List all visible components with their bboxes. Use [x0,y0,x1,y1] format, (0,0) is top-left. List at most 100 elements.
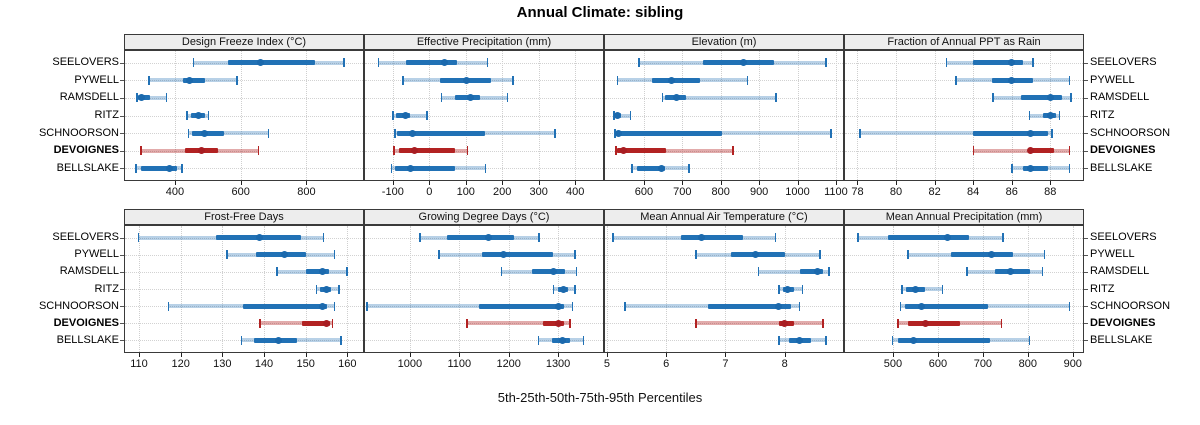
whisker-cap-5th [419,233,421,243]
row-tick [120,306,124,308]
median-dot [1027,147,1035,155]
site-label-left: BELLSLAKE [56,333,119,346]
whisker-cap-5th [276,267,278,277]
median-dot [401,112,409,119]
iqr-band-25-75 [243,303,328,309]
tick-label: 800 [1018,358,1037,370]
tick-label: 700 [673,186,692,198]
whisker-cap-95th [322,233,325,243]
whisker-cap-5th [1011,163,1013,173]
whisker-cap-95th [1058,111,1061,120]
iqr-band-25-75 [905,303,988,309]
median-dot [559,285,567,293]
whisker-cap-95th [574,250,576,260]
whisker-cap-5th [394,128,396,138]
whisker-cap-95th [732,146,734,156]
axis-tick [682,181,684,185]
median-dot [409,129,417,137]
whisker-cap-5th [891,335,894,345]
median-dot [462,76,470,84]
site-label-right: SCHNOORSON [1090,126,1171,139]
whisker-cap-95th [486,58,489,68]
site-label-right: PYWELL [1090,248,1135,261]
whisker-cap-95th [333,301,336,311]
median-dot [918,302,926,310]
median-dot [318,302,326,310]
whisker-cap-5th [137,233,140,243]
grid-row-line [125,133,363,135]
iqr-band-25-75 [898,337,991,343]
row-tick [1084,115,1088,117]
whisker-cap-95th [819,250,821,260]
iqr-band-25-75 [707,303,791,309]
grid-row-line [125,289,363,290]
median-dot [781,319,789,327]
chart-title: Annual Climate: sibling [516,4,684,21]
axis-tick [508,353,510,357]
axis-tick [973,181,975,185]
median-dot [1008,76,1016,84]
tick-label: 400 [165,186,185,198]
site-label-right: DEVOIGNES [1090,316,1156,329]
axis-tick [725,353,727,357]
axis-tick [784,353,786,357]
tick-label: 140 [254,358,274,370]
whisker-cap-5th [185,111,188,120]
tick-label: 1000 [785,186,810,198]
row-tick [1084,168,1088,170]
percentile-range-5-95 [366,304,573,309]
row-tick [1084,323,1088,325]
whisker-cap-95th [512,75,514,85]
panel-strip-label: Elevation (m) [691,36,757,48]
axis-caption: 5th-25th-50th-75th-95th Percentiles [497,390,703,405]
grid-row-line [365,289,603,290]
site-label-left: RITZ [94,109,119,121]
tick-label: 8 [781,358,788,370]
grid-row-line [845,80,1083,82]
median-dot [323,319,330,327]
median-dot [909,336,917,344]
whisker-cap-95th [1068,163,1071,173]
whisker-cap-5th [240,335,243,345]
tick-label: 78 [851,186,864,198]
grid-row-line [125,271,363,273]
percentile-range-5-95 [615,148,734,153]
tick-label: 1100 [447,358,472,370]
tick-label: 7 [722,358,729,370]
whisker-cap-95th [941,284,944,294]
row-tick [120,80,124,82]
whisker-cap-95th [165,93,168,103]
row-tick [1084,237,1088,239]
panel-strip: Mean Annual Precipitation (mm) [844,209,1084,225]
axis-tick [892,353,894,357]
whisker-cap-95th [629,111,632,120]
axis-tick [392,181,394,185]
whisker-cap-5th [259,318,261,328]
axis-tick [174,181,176,185]
row-tick [120,289,124,290]
whisker-cap-95th [801,284,804,294]
tick-label: 5 [603,358,611,370]
row-tick [120,133,124,135]
median-dot [751,251,759,259]
whisker-cap-5th [858,128,861,138]
whisker-cap-95th [1070,93,1073,103]
median-dot [201,129,209,137]
whisker-cap-95th [825,335,827,345]
panel-strip-label: Fraction of Annual PPT as Rain [887,36,1041,48]
row-tick [1084,62,1088,64]
percentile-range-5-95 [859,131,1053,136]
whisker-cap-5th [955,75,957,85]
axis-tick [240,181,242,185]
median-dot [198,147,206,155]
iqr-band-25-75 [907,320,961,326]
site-label-left: RAMSDELL [59,265,119,278]
median-dot [554,302,562,310]
panel-strip-label: Frost-Free Days [204,211,284,223]
row-tick [120,168,124,170]
median-dot [256,59,264,67]
grid-row-line [605,254,843,256]
tick-label: 400 [565,186,585,198]
iqr-band-25-75 [1021,95,1062,101]
whisker-cap-95th [346,267,348,277]
